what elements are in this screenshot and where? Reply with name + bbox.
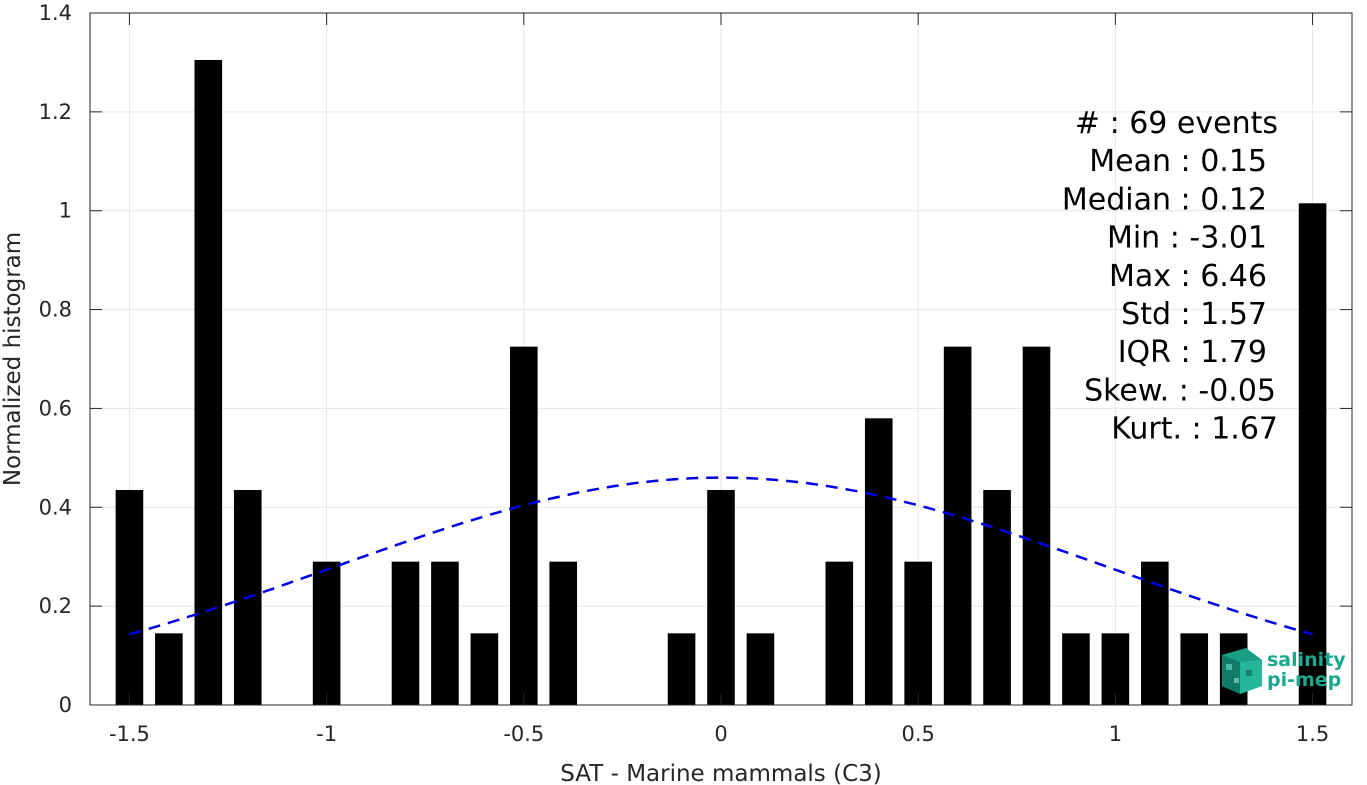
- histogram-bar-19: [1062, 633, 1090, 705]
- x-tick-label-4: 0.5: [901, 722, 934, 746]
- logo-text-salinity: salinity: [1267, 649, 1346, 671]
- histogram-bar-1: [155, 633, 183, 705]
- x-tick-label-6: 1.5: [1296, 722, 1329, 746]
- stats-line-5: Std : 1.57: [1121, 297, 1267, 332]
- y-tick-label-0: 0: [59, 693, 72, 717]
- histogram-bar-0: [115, 489, 144, 705]
- histogram-bar-15: [904, 561, 932, 705]
- histogram-bar-2: [194, 59, 223, 705]
- stats-line-4: Max : 6.46: [1109, 259, 1267, 294]
- histogram-bar-17: [983, 489, 1011, 705]
- stats-line-1: Mean : 0.15: [1089, 144, 1267, 179]
- y-tick-label-6: 1.2: [39, 100, 72, 124]
- x-tick-label-1: -1: [316, 722, 337, 746]
- histogram-bar-24: [1298, 203, 1327, 706]
- axis-ticks: [90, 12, 1352, 706]
- y-tick-label-5: 1: [59, 199, 72, 223]
- histogram-bar-11: [707, 489, 735, 705]
- y-tick-label-3: 0.6: [39, 396, 72, 420]
- histogram-bar-21: [1141, 561, 1169, 705]
- stats-line-0: # : 69 events: [1075, 106, 1278, 141]
- y-tick-label-7: 1.4: [39, 1, 72, 25]
- histogram-bar-7: [470, 633, 499, 705]
- histogram-bar-12: [746, 633, 775, 705]
- gaussian-fit-curve: [129, 476, 1313, 636]
- histogram-bar-14: [864, 418, 893, 705]
- stats-line-7: Skew. : -0.05: [1084, 373, 1276, 408]
- histogram-bar-4: [312, 561, 341, 705]
- histogram-bar-16: [943, 346, 972, 705]
- y-axis-tick-labels: 0 0.2 0.4 0.6 0.8 1 1.2 1.4: [39, 1, 72, 717]
- x-tick-label-2: -0.5: [503, 722, 544, 746]
- x-axis-label: SAT - Marine mammals (C3): [560, 761, 882, 785]
- stats-line-3: Min : -3.01: [1107, 221, 1267, 256]
- histogram-bar-8: [510, 346, 538, 705]
- histogram-bar-10: [667, 633, 696, 705]
- y-tick-label-1: 0.2: [39, 594, 72, 618]
- histogram-bar-5: [391, 561, 420, 705]
- stats-line-6: IQR : 1.79: [1118, 335, 1267, 370]
- y-axis-label: Normalized histogram: [0, 232, 26, 486]
- x-axis-tick-labels: -1.5 -1 -0.5 0 0.5 1 1.5: [109, 722, 1329, 746]
- histogram-bar-6: [431, 561, 459, 705]
- histogram-bar-9: [549, 561, 578, 705]
- x-tick-label-5: 1: [1109, 722, 1122, 746]
- x-tick-label-0: -1.5: [109, 722, 150, 746]
- x-tick-label-3: 0: [714, 722, 727, 746]
- stats-line-8: Kurt. : 1.67: [1111, 412, 1278, 447]
- stats-line-2: Median : 0.12: [1062, 182, 1267, 217]
- histogram-bar-13: [825, 561, 854, 705]
- histogram-bar-22: [1180, 633, 1209, 705]
- y-tick-label-4: 0.8: [39, 298, 72, 322]
- histogram-bar-18: [1022, 346, 1051, 705]
- y-tick-label-2: 0.4: [39, 495, 72, 519]
- salinity-pi-mep-logo: salinity pi-mep: [1222, 648, 1346, 694]
- histogram-bars: [115, 59, 1327, 706]
- logo-text-pi-mep: pi-mep: [1267, 669, 1341, 691]
- pi-mep-cube-icon: [1222, 648, 1262, 694]
